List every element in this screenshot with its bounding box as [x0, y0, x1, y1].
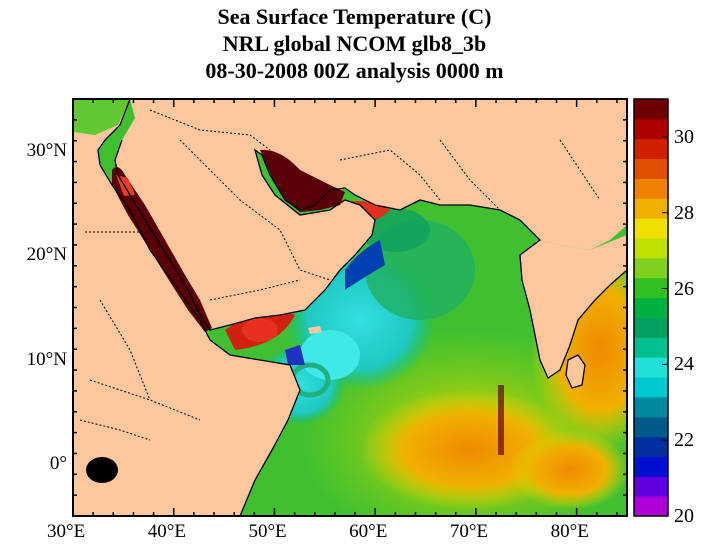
colorbar-swatch [634, 218, 668, 239]
map-title-line-3: 08-30-2008 00Z analysis 0000 m [205, 58, 504, 83]
colorbar-swatch [634, 496, 668, 517]
x-tick-label: 60°E [349, 521, 388, 542]
colorbar-swatch [634, 99, 668, 120]
colorbar-swatch [634, 277, 668, 299]
borders [79, 109, 601, 441]
colorbar-swatch [634, 436, 668, 457]
axis-ticks [72, 98, 627, 517]
x-tick-label: 70°E [449, 521, 489, 542]
map-title-line-2: NRL global NCOM glb8_3b [222, 31, 487, 56]
colorbar-swatch [634, 178, 668, 199]
colorbar-label: 26 [674, 277, 694, 300]
colorbar-swatch [634, 337, 668, 358]
colorbar-label: 28 [674, 201, 694, 224]
y-tick-label: 30°N [26, 140, 67, 162]
y-tick-label: 0° [49, 452, 67, 474]
y-tick-label: 20°N [26, 244, 67, 266]
colorbar-label: 22 [674, 429, 694, 452]
map-title-line-1: Sea Surface Temperature (C) [217, 4, 492, 29]
x-tick-label: 80°E [550, 521, 589, 542]
colorbar-swatch [634, 198, 668, 219]
colorbar [634, 99, 668, 517]
colorbar-frame [633, 98, 669, 517]
coastlines [97, 99, 627, 516]
y-tick-label: 10°N [26, 348, 67, 370]
maldives [498, 385, 504, 455]
land-socotra [308, 326, 322, 334]
land-india [520, 235, 627, 378]
mediterranean [73, 99, 130, 135]
colorbar-swatch [634, 138, 668, 160]
red-sea [112, 166, 212, 332]
land-sri-lanka [566, 355, 585, 388]
colorbar-swatch [634, 396, 668, 418]
x-tick-label: 30°E [47, 521, 86, 542]
colorbar-swatch [634, 416, 668, 438]
colorbar-swatch [634, 257, 668, 279]
colorbar-swatch [634, 297, 668, 318]
colorbar-swatch [634, 118, 668, 140]
colorbar-swatch [634, 357, 668, 378]
colorbar-swatch [634, 158, 668, 179]
colorbar-label: 24 [674, 353, 694, 376]
colorbar-swatch [634, 377, 668, 398]
colorbar-label: 30 [674, 125, 694, 148]
lake-victoria [86, 457, 118, 483]
x-tick-label: 40°E [147, 521, 186, 542]
x-tick-label: 50°E [248, 521, 287, 542]
land-arabia [115, 99, 627, 330]
colorbar-swatch [634, 238, 668, 259]
colorbar-swatch [634, 317, 668, 338]
colorbar-swatch [634, 476, 668, 497]
colorbar-label: 20 [674, 505, 694, 527]
colorbar-swatch [634, 456, 668, 477]
